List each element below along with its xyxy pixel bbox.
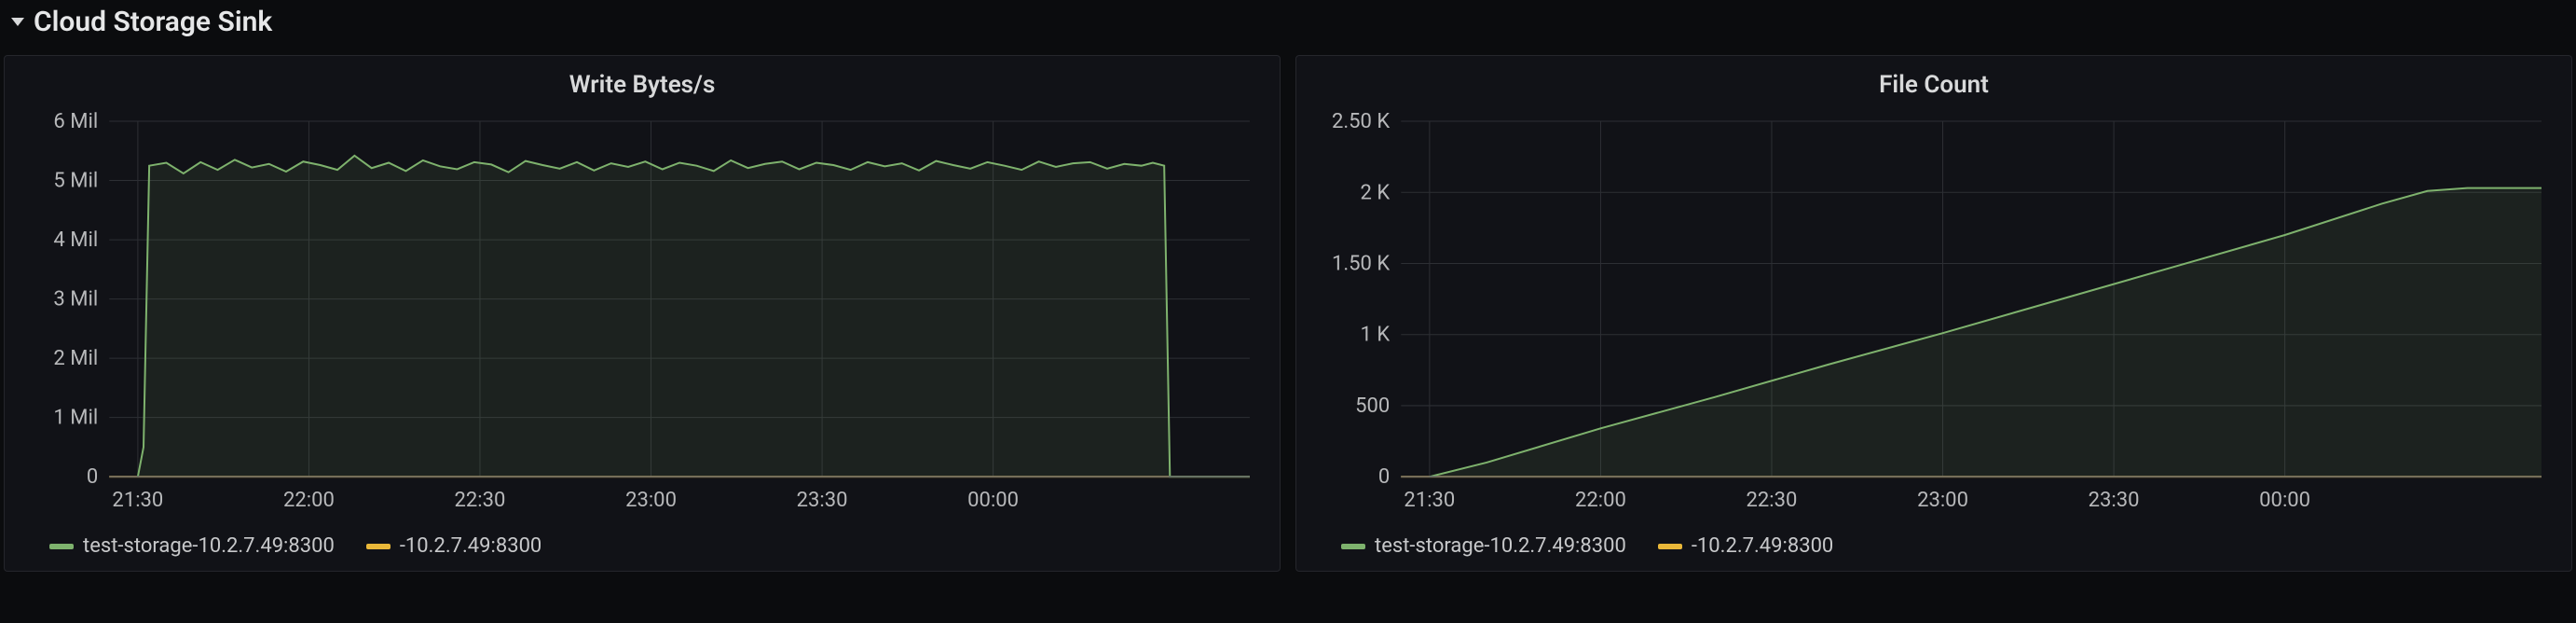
svg-text:21:30: 21:30 <box>112 489 163 512</box>
svg-text:2 K: 2 K <box>1361 181 1391 204</box>
svg-text:23:00: 23:00 <box>1917 489 1968 512</box>
legend-swatch <box>366 544 391 549</box>
panels-row: Write Bytes/s 0 1 Mil 2 Mil 3 Mil 4 Mil 5 Mil 6… <box>4 55 2572 572</box>
chart-legend: test-storage-10.2.7.49:8300 -10.2.7.49:83… <box>1308 523 2560 563</box>
svg-text:3 Mil: 3 Mil <box>53 288 98 312</box>
legend-item[interactable]: -10.2.7.49:8300 <box>1658 534 1833 558</box>
svg-text:22:00: 22:00 <box>1575 489 1626 512</box>
legend-swatch <box>1341 544 1365 549</box>
svg-text:4 Mil: 4 Mil <box>53 228 98 252</box>
panel-title: Write Bytes/s <box>16 65 1268 112</box>
svg-text:6 Mil: 6 Mil <box>53 112 98 133</box>
svg-text:0: 0 <box>87 465 98 489</box>
svg-text:22:00: 22:00 <box>283 489 335 512</box>
chart-legend: test-storage-10.2.7.49:8300 -10.2.7.49:83… <box>16 523 1268 563</box>
chart-area[interactable]: 0 1 Mil 2 Mil 3 Mil 4 Mil 5 Mil 6 Mil 21:30 22:0… <box>16 112 1268 523</box>
panel-write_bytes[interactable]: Write Bytes/s 0 1 Mil 2 Mil 3 Mil 4 Mil 5 Mil 6… <box>4 55 1281 572</box>
legend-label: -10.2.7.49:8300 <box>1692 534 1833 558</box>
svg-text:1 K: 1 K <box>1361 324 1391 347</box>
panel-file_count[interactable]: File Count 0 500 1 K 1.50 K 2 K 2.50 K 21:30 22:… <box>1295 55 2572 572</box>
svg-text:00:00: 00:00 <box>967 489 1019 512</box>
panel-title: File Count <box>1308 65 2560 112</box>
chevron-down-icon <box>11 18 24 26</box>
svg-text:1.50 K: 1.50 K <box>1332 253 1390 276</box>
legend-swatch <box>49 544 74 549</box>
svg-text:22:30: 22:30 <box>1747 489 1798 512</box>
svg-text:00:00: 00:00 <box>2259 489 2310 512</box>
svg-text:1 Mil: 1 Mil <box>53 407 98 430</box>
section-title: Cloud Storage Sink <box>34 6 272 38</box>
dashboard-root: Cloud Storage Sink Write Bytes/s 0 1 Mil 2 … <box>0 0 2576 623</box>
svg-text:2 Mil: 2 Mil <box>53 347 98 370</box>
legend-item[interactable]: test-storage-10.2.7.49:8300 <box>49 534 335 558</box>
svg-text:23:30: 23:30 <box>797 489 848 512</box>
legend-label: test-storage-10.2.7.49:8300 <box>83 534 335 558</box>
svg-text:5 Mil: 5 Mil <box>53 170 98 193</box>
svg-text:23:00: 23:00 <box>625 489 677 512</box>
svg-text:23:30: 23:30 <box>2089 489 2140 512</box>
legend-label: -10.2.7.49:8300 <box>400 534 541 558</box>
svg-text:22:30: 22:30 <box>455 489 506 512</box>
legend-swatch <box>1658 544 1682 549</box>
chart-area[interactable]: 0 500 1 K 1.50 K 2 K 2.50 K 21:30 22:00 22:30 23:… <box>1308 112 2560 523</box>
svg-text:500: 500 <box>1355 395 1390 418</box>
legend-item[interactable]: -10.2.7.49:8300 <box>366 534 541 558</box>
legend-item[interactable]: test-storage-10.2.7.49:8300 <box>1341 534 1626 558</box>
legend-label: test-storage-10.2.7.49:8300 <box>1375 534 1626 558</box>
svg-text:0: 0 <box>1378 465 1390 489</box>
svg-text:2.50 K: 2.50 K <box>1332 112 1390 133</box>
svg-text:21:30: 21:30 <box>1404 489 1455 512</box>
section-header[interactable]: Cloud Storage Sink <box>4 0 2572 55</box>
